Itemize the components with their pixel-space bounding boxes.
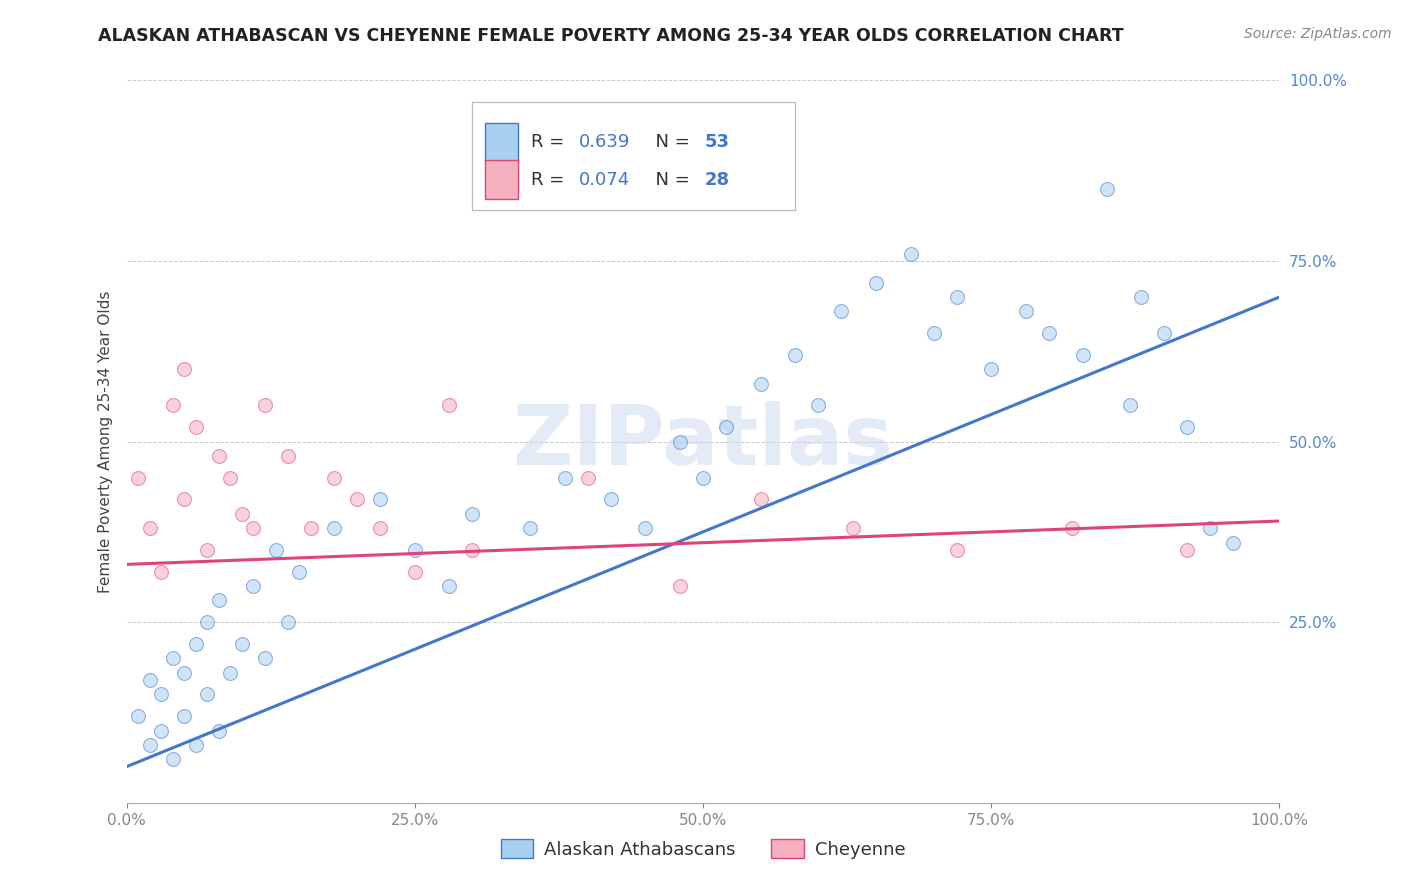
Point [1175, 542, 1198, 557]
Point [277, 449, 299, 463]
Point [749, 492, 772, 507]
Point [807, 398, 830, 412]
Point [1222, 535, 1244, 549]
Point [830, 304, 852, 318]
Point [749, 376, 772, 391]
Point [242, 579, 264, 593]
Point [1038, 326, 1060, 340]
Point [1175, 420, 1198, 434]
Point [195, 542, 218, 557]
Point [208, 723, 231, 738]
Point [323, 470, 346, 484]
Point [150, 723, 173, 738]
Point [461, 507, 484, 521]
Point [785, 348, 807, 362]
Point [1118, 398, 1140, 412]
Point [461, 542, 484, 557]
Point [1073, 348, 1095, 362]
Point [368, 492, 391, 507]
Point [669, 434, 692, 449]
Point [323, 521, 346, 535]
Point [231, 507, 253, 521]
Point [519, 521, 541, 535]
Point [299, 521, 322, 535]
Point [138, 738, 160, 752]
Point [669, 579, 692, 593]
Point [439, 398, 461, 412]
Point [253, 398, 276, 412]
Point [173, 362, 195, 376]
Point [173, 492, 195, 507]
Point [184, 637, 207, 651]
Point [184, 738, 207, 752]
Legend: Alaskan Athabascans, Cheyenne: Alaskan Athabascans, Cheyenne [494, 832, 912, 866]
Point [1015, 304, 1038, 318]
Point [368, 521, 391, 535]
Point [219, 665, 242, 680]
Point [922, 326, 945, 340]
Point [346, 492, 368, 507]
Point [184, 420, 207, 434]
Point [439, 579, 461, 593]
Point [900, 246, 922, 260]
Text: Source: ZipAtlas.com: Source: ZipAtlas.com [1244, 27, 1392, 41]
Point [277, 615, 299, 630]
Point [945, 290, 967, 304]
Point [554, 470, 576, 484]
Point [576, 470, 599, 484]
Point [219, 470, 242, 484]
Point [162, 398, 184, 412]
Point [127, 709, 149, 723]
Text: ALASKAN ATHABASCAN VS CHEYENNE FEMALE POVERTY AMONG 25-34 YEAR OLDS CORRELATION : ALASKAN ATHABASCAN VS CHEYENNE FEMALE PO… [98, 27, 1123, 45]
Point [1130, 290, 1153, 304]
Point [266, 542, 288, 557]
Point [599, 492, 621, 507]
Text: ZIPatlas: ZIPatlas [513, 401, 893, 482]
Point [162, 752, 184, 766]
Point [692, 470, 714, 484]
Point [1095, 182, 1118, 196]
Point [162, 651, 184, 665]
Point [231, 637, 253, 651]
Point [404, 542, 426, 557]
Point [980, 362, 1002, 376]
Point [195, 687, 218, 701]
Point [138, 521, 160, 535]
Point [195, 615, 218, 630]
Point [1153, 326, 1175, 340]
Point [150, 565, 173, 579]
Point [253, 651, 276, 665]
Point [865, 276, 887, 290]
Point [242, 521, 264, 535]
Point [173, 709, 195, 723]
Point [138, 673, 160, 687]
Point [1199, 521, 1222, 535]
Y-axis label: Female Poverty Among 25-34 Year Olds: Female Poverty Among 25-34 Year Olds [97, 291, 112, 592]
Point [945, 542, 967, 557]
Point [150, 687, 173, 701]
Point [1060, 521, 1083, 535]
Point [208, 449, 231, 463]
Point [404, 565, 426, 579]
Point [173, 665, 195, 680]
Point [288, 565, 311, 579]
Point [127, 470, 149, 484]
Point [634, 521, 657, 535]
Point [208, 593, 231, 607]
Point [714, 420, 737, 434]
Point [842, 521, 865, 535]
